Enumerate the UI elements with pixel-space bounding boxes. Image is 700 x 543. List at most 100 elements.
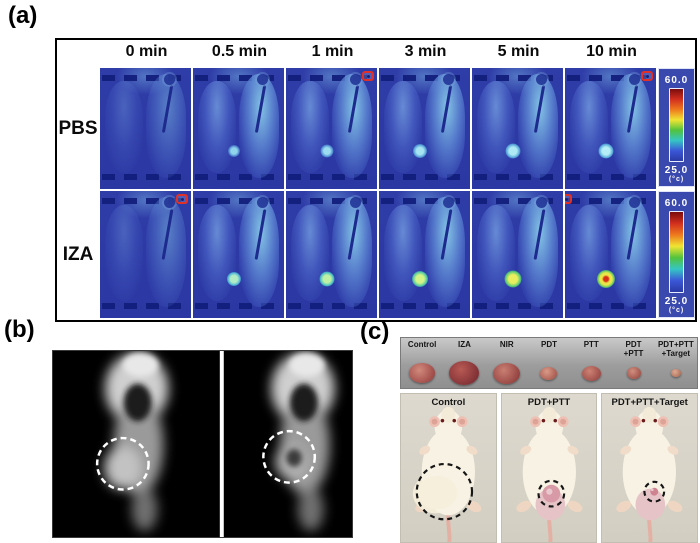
tumor-group: NIR: [486, 338, 528, 388]
thermal-head-knob: [535, 74, 547, 86]
tumor-hotspot: [504, 270, 522, 288]
tumor-group-label: PDT+PTT +Target: [657, 340, 694, 358]
colorbar-min-label: 25.0: [664, 296, 689, 307]
image-divider: [219, 351, 224, 537]
thermal-row-label: IZA: [62, 243, 94, 265]
colorbar-max-label: 60.0: [664, 75, 689, 86]
tumor-group: PDT +PTT: [612, 338, 654, 388]
thermal-image-cell: [286, 68, 377, 189]
thermal-head-knob: [442, 197, 454, 209]
thermal-head-knob: [349, 74, 361, 86]
tumor-hotspot: [319, 271, 335, 287]
tumor-group: PDT: [528, 338, 570, 388]
thermal-mouse-left: [290, 204, 329, 302]
camera-marker-dot: [565, 197, 568, 201]
platform-band: [566, 174, 655, 180]
mouse-photo: PDT+PTT: [500, 393, 598, 543]
thermal-mouse-left: [104, 81, 143, 174]
platform-band: [473, 303, 562, 309]
xray-images: [53, 351, 352, 537]
colorbar-unit-label: (°c): [668, 307, 685, 314]
platform-band: [566, 303, 655, 309]
thermal-image-cell: [379, 191, 470, 318]
excised-tumor: [670, 369, 681, 377]
time-label: 1 min: [311, 43, 354, 60]
xray-image-left: [95, 352, 169, 532]
thermal-image-cell: [286, 191, 377, 318]
tumor-hotspot: [596, 269, 615, 288]
platform-band: [194, 174, 283, 180]
camera-marker-icon: [362, 71, 374, 81]
camera-marker-dot: [180, 197, 184, 201]
camera-marker-icon: [641, 71, 653, 81]
thermal-mouse-left: [476, 81, 515, 174]
platform-band: [287, 174, 376, 180]
thermal-mouse-left: [197, 204, 236, 302]
mouse-photo-label: Control: [431, 397, 466, 408]
platform-band: [287, 198, 376, 204]
time-label: 0 min: [125, 43, 168, 60]
colorbar-gradient: [669, 211, 684, 293]
thermal-mouse-left: [104, 204, 143, 302]
tumor-circle: [95, 436, 150, 491]
colorbar-gradient: [669, 88, 684, 162]
tumor-group: PDT+PTT +Target: [655, 338, 697, 388]
platform-band: [101, 174, 190, 180]
excised-tumor: [409, 363, 436, 383]
thermal-mouse-left: [383, 204, 422, 302]
excised-tumor: [449, 361, 480, 385]
excised-tumor: [581, 365, 601, 381]
platform-band: [194, 303, 283, 309]
thermal-head-knob: [256, 197, 268, 209]
excised-tumor: [540, 366, 558, 380]
thermal-image-cell: [379, 68, 470, 189]
mouse-photos-row: Control PDT+PTT PDT+PTT+Target: [400, 393, 699, 543]
thermal-head-knob: [535, 197, 547, 209]
platform-band: [380, 303, 469, 309]
tumor-strip: Control IZA NIR PDT PTT PDT +PTT PDT+PTT +Targ…: [400, 337, 698, 389]
platform-band: [566, 75, 655, 81]
thermal-head-knob: [628, 74, 640, 86]
thermal-mouse-left: [197, 81, 236, 174]
tumor-group: IZA: [443, 338, 485, 388]
camera-marker-dot: [645, 74, 649, 78]
thermal-mouse-left: [383, 81, 422, 174]
tumor-hotspot: [412, 144, 427, 159]
colorbar-min-label: 25.0: [664, 165, 689, 176]
excised-tumor: [626, 367, 641, 379]
thermal-image-cell: [100, 191, 191, 318]
thermal-mouse-left: [476, 204, 515, 302]
thermal-image-cell: [472, 191, 563, 318]
mouse-photo-illustration: [412, 406, 482, 542]
panel-a-box: 0 min 0.5 min 1 min 3 min 5 min 10 min PBS IZA…: [55, 38, 697, 322]
panel-b-label: (b): [4, 316, 35, 343]
thermal-image-cell: [193, 191, 284, 318]
tumor-group: PTT: [570, 338, 612, 388]
thermal-image-cell: [193, 68, 284, 189]
thermal-head-knob: [628, 197, 640, 209]
temperature-colorbar: 60.0 25.0 (°c): [658, 191, 695, 318]
tumor-hotspot: [598, 143, 614, 159]
tumor-hotspot: [411, 270, 428, 287]
tumor-group: Control: [401, 338, 443, 388]
thermal-mouse-left: [569, 81, 608, 174]
thermal-image-cell: [565, 191, 656, 318]
colorbar-unit-label: (°c): [668, 176, 685, 183]
tumor-hotspot: [227, 145, 240, 158]
mouse-photo: Control: [400, 393, 497, 543]
platform-band: [287, 75, 376, 81]
excised-tumor: [493, 362, 521, 384]
mouse-photo-label: PDT+PTT: [527, 397, 571, 408]
tumor-hotspot: [505, 143, 521, 159]
tumor-group-label: PDT +PTT: [623, 340, 644, 358]
tumor-circle: [262, 429, 317, 484]
thermal-head-knob: [442, 74, 454, 86]
time-label: 0.5 min: [211, 43, 268, 60]
platform-band: [194, 75, 283, 81]
panel-a-label: (a): [8, 2, 38, 29]
thermal-mouse-left: [290, 81, 329, 174]
thermal-row-label: PBS: [58, 117, 98, 139]
camera-marker-icon: [565, 194, 572, 204]
temperature-colorbar: 60.0 25.0 (°c): [658, 68, 695, 187]
